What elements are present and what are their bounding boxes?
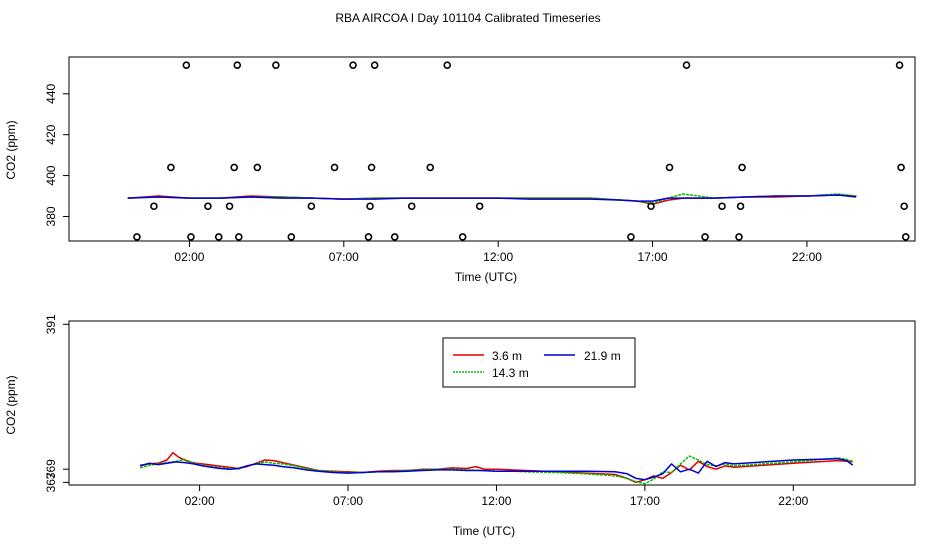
x-tick-label: 17:00 <box>638 250 668 264</box>
flag-point <box>133 233 141 241</box>
flag-point <box>167 163 175 172</box>
y-tick-label: 400 <box>44 165 58 185</box>
flag-point <box>253 163 262 172</box>
series-line-21-9-m <box>127 194 857 202</box>
y-tick-label: 367 <box>44 472 58 492</box>
flag-point <box>230 163 238 172</box>
legend-label-3-6m: 3.6 m <box>492 349 522 363</box>
bottom-x-axis: 02:00 07:00 12:00 17:00 22:00 <box>185 485 809 508</box>
top-x-axis: 02:00 07:00 12:00 17:00 22:00 <box>174 241 822 264</box>
flag-point <box>627 233 635 241</box>
flag-point <box>307 202 316 211</box>
flag-point <box>367 163 376 172</box>
legend: 3.6 m 14.3 m 21.9 m <box>442 337 636 388</box>
flag-point <box>738 163 746 172</box>
x-tick-label: 02:00 <box>174 250 204 264</box>
flag-point <box>366 202 374 211</box>
y-tick-label: 440 <box>44 83 58 103</box>
flag-point <box>349 61 357 69</box>
flag-point <box>204 202 212 211</box>
flag-point <box>475 202 484 211</box>
flag-point <box>235 233 243 241</box>
x-tick-label: 07:00 <box>329 250 359 264</box>
x-tick-label: 22:00 <box>792 250 822 264</box>
flag-point <box>897 163 905 172</box>
bottom-series-lines <box>139 451 854 485</box>
series-line-3-6-m <box>140 451 853 484</box>
flag-point <box>390 233 399 241</box>
x-tick-label: 22:00 <box>778 494 808 508</box>
legend-label-14-3m: 14.3 m <box>492 366 529 380</box>
y-tick-label: 380 <box>44 206 58 226</box>
legend-label-21-9m: 21.9 m <box>584 349 621 363</box>
flag-point <box>718 202 726 211</box>
flag-point <box>150 202 158 211</box>
flag-point <box>665 163 674 172</box>
flag-point <box>701 233 709 241</box>
x-tick-label: 02:00 <box>185 494 215 508</box>
flag-point <box>225 202 234 211</box>
flag-point <box>443 61 452 69</box>
flag-point <box>370 61 379 69</box>
flag-point <box>647 202 655 211</box>
flag-point <box>900 202 908 211</box>
flag-point <box>287 233 296 241</box>
flag-point <box>736 202 745 211</box>
bottom-plot-frame <box>68 320 916 486</box>
flag-point <box>407 202 416 211</box>
flag-point <box>182 61 191 69</box>
top-flag-markers <box>133 61 910 241</box>
flag-point <box>682 61 691 69</box>
figure-title: RBA AIRCOA I Day 101104 Calibrated Times… <box>335 11 600 25</box>
flag-point <box>233 61 242 69</box>
top-panel: 02:00 07:00 12:00 17:00 22:00 380 400 420 440 T… <box>4 56 916 284</box>
x-tick-label: 12:00 <box>483 250 513 264</box>
y-tick-label: 369 <box>44 459 58 479</box>
flag-point <box>735 233 743 241</box>
flag-point <box>895 61 904 69</box>
top-plot-frame <box>68 56 916 242</box>
flag-point <box>187 233 195 241</box>
flag-point <box>458 233 467 241</box>
flag-point <box>426 163 435 172</box>
series-line-21-9-m <box>139 457 854 481</box>
flag-point <box>364 233 373 241</box>
flag-point <box>214 233 223 241</box>
x-tick-label: 12:00 <box>481 494 511 508</box>
y-tick-label: 420 <box>44 124 58 144</box>
flag-point <box>901 233 910 241</box>
bottom-y-axis-label: CO2 (ppm) <box>4 375 18 434</box>
flag-point <box>330 163 339 172</box>
legend-box <box>442 337 636 388</box>
x-tick-label: 07:00 <box>333 494 363 508</box>
top-y-axis: 380 400 420 440 <box>44 83 69 226</box>
top-y-axis-label: CO2 (ppm) <box>4 120 18 179</box>
top-series-lines <box>127 193 857 205</box>
y-tick-label: 391 <box>44 314 58 334</box>
flag-point <box>272 61 280 69</box>
top-x-axis-label: Time (UTC) <box>455 270 517 284</box>
bottom-x-axis-label: Time (UTC) <box>453 524 515 538</box>
x-tick-label: 17:00 <box>630 494 660 508</box>
